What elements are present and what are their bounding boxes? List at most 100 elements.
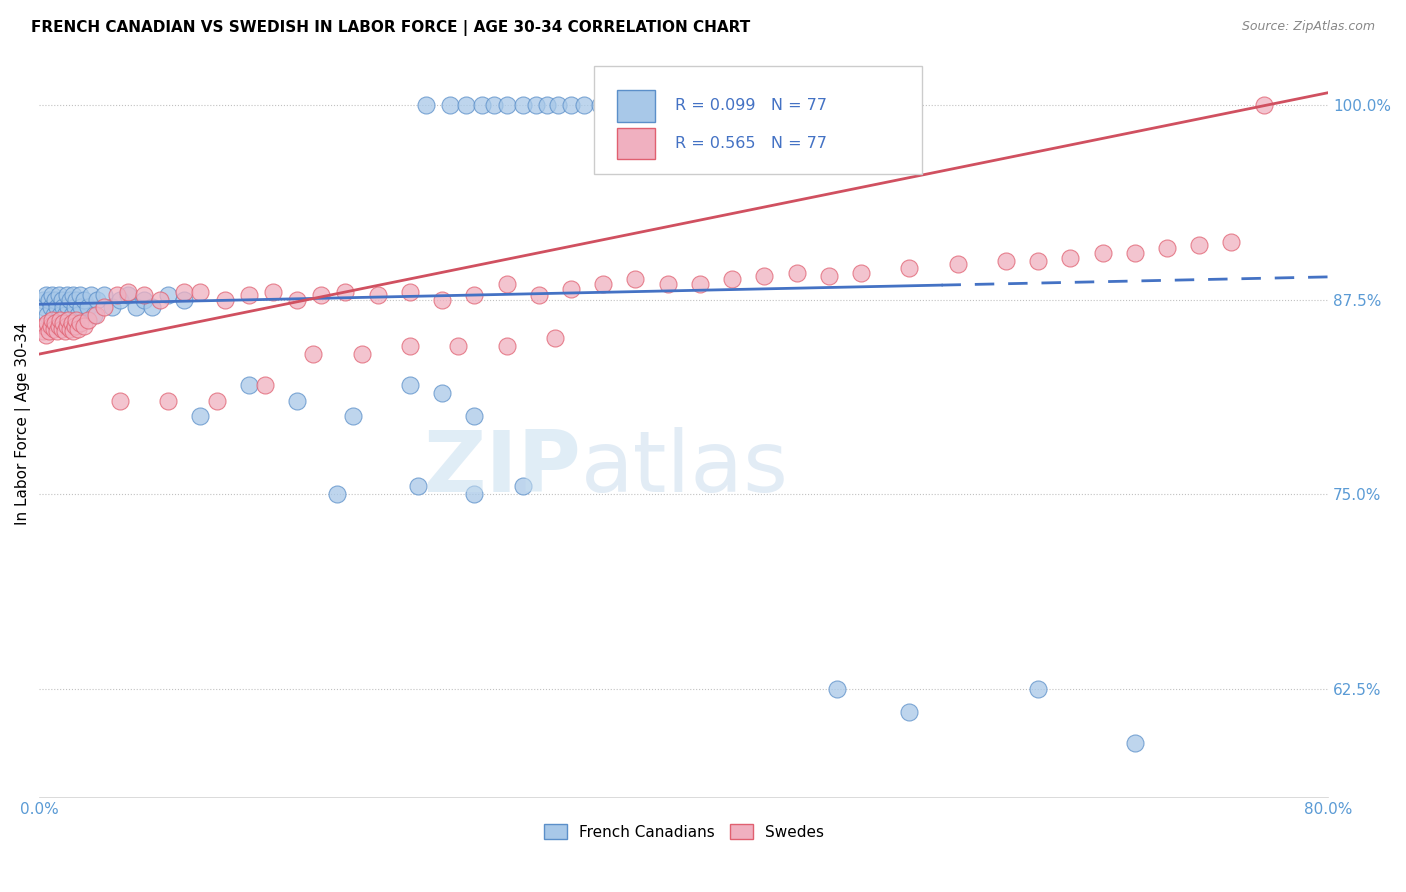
Point	[32, 301, 55, 315]
Point	[612, 98, 634, 112]
Point	[463, 288, 485, 302]
Point	[817, 269, 839, 284]
Point	[1123, 736, 1146, 750]
Point	[544, 331, 567, 345]
Point	[1026, 681, 1049, 696]
Point	[35, 288, 58, 302]
Point	[86, 293, 108, 307]
Point	[547, 98, 569, 112]
Point	[53, 324, 76, 338]
Point	[73, 293, 96, 307]
Point	[69, 316, 91, 330]
Legend: French Canadians, Swedes: French Canadians, Swedes	[537, 818, 830, 846]
Point	[190, 409, 212, 424]
Point	[93, 301, 115, 315]
Point	[84, 308, 107, 322]
Point	[63, 301, 86, 315]
Point	[39, 301, 62, 315]
Point	[644, 98, 666, 112]
Point	[41, 313, 63, 327]
Point	[661, 98, 683, 112]
Point	[214, 293, 236, 307]
Point	[52, 316, 75, 330]
Point	[83, 308, 105, 322]
Point	[350, 347, 373, 361]
Point	[49, 313, 72, 327]
Point	[721, 272, 744, 286]
Point	[536, 98, 558, 112]
Point	[31, 324, 53, 338]
Point	[572, 98, 595, 112]
Point	[42, 322, 65, 336]
Point	[157, 288, 180, 302]
Point	[76, 301, 98, 315]
Point	[76, 313, 98, 327]
Point	[37, 316, 59, 330]
Point	[41, 288, 63, 302]
Point	[430, 293, 453, 307]
Point	[456, 98, 478, 112]
Point	[463, 409, 485, 424]
Point	[37, 308, 59, 322]
Point	[512, 479, 534, 493]
Point	[399, 339, 422, 353]
Point	[1220, 235, 1243, 249]
Point	[39, 319, 62, 334]
Point	[205, 393, 228, 408]
Point	[101, 301, 124, 315]
Point	[285, 393, 308, 408]
Text: Source: ZipAtlas.com: Source: ZipAtlas.com	[1241, 20, 1375, 33]
Point	[1253, 98, 1275, 112]
Point	[285, 293, 308, 307]
Point	[63, 319, 86, 334]
Point	[58, 313, 80, 327]
Point	[696, 98, 718, 112]
Point	[1123, 246, 1146, 260]
Point	[471, 98, 494, 112]
Point	[117, 285, 139, 299]
Point	[495, 339, 517, 353]
Point	[367, 288, 389, 302]
Point	[721, 98, 744, 112]
Point	[51, 322, 73, 336]
Point	[108, 393, 131, 408]
Point	[59, 293, 82, 307]
Text: R = 0.099   N = 77: R = 0.099 N = 77	[675, 98, 827, 113]
Point	[46, 324, 69, 338]
Point	[482, 98, 505, 112]
Point	[55, 288, 77, 302]
Point	[592, 277, 614, 291]
Point	[65, 293, 87, 307]
Point	[173, 293, 195, 307]
Point	[689, 277, 711, 291]
Text: ZIP: ZIP	[423, 427, 581, 510]
Point	[108, 293, 131, 307]
Point	[342, 409, 364, 424]
Point	[326, 487, 349, 501]
Point	[262, 285, 284, 299]
Point	[657, 277, 679, 291]
Point	[44, 293, 66, 307]
Point	[44, 316, 66, 330]
Point	[105, 288, 128, 302]
Point	[302, 347, 325, 361]
Text: atlas: atlas	[581, 427, 789, 510]
Point	[46, 301, 69, 315]
Point	[495, 98, 517, 112]
Point	[48, 288, 70, 302]
Point	[66, 308, 89, 322]
Point	[1091, 246, 1114, 260]
Point	[786, 266, 808, 280]
Point	[65, 313, 87, 327]
Point	[825, 681, 848, 696]
Point	[173, 285, 195, 299]
Point	[38, 293, 60, 307]
Point	[309, 288, 332, 302]
Point	[430, 386, 453, 401]
Point	[157, 393, 180, 408]
FancyBboxPatch shape	[617, 90, 655, 121]
Point	[58, 301, 80, 315]
Text: R = 0.565   N = 77: R = 0.565 N = 77	[675, 136, 827, 151]
Point	[35, 328, 58, 343]
Point	[38, 324, 60, 338]
